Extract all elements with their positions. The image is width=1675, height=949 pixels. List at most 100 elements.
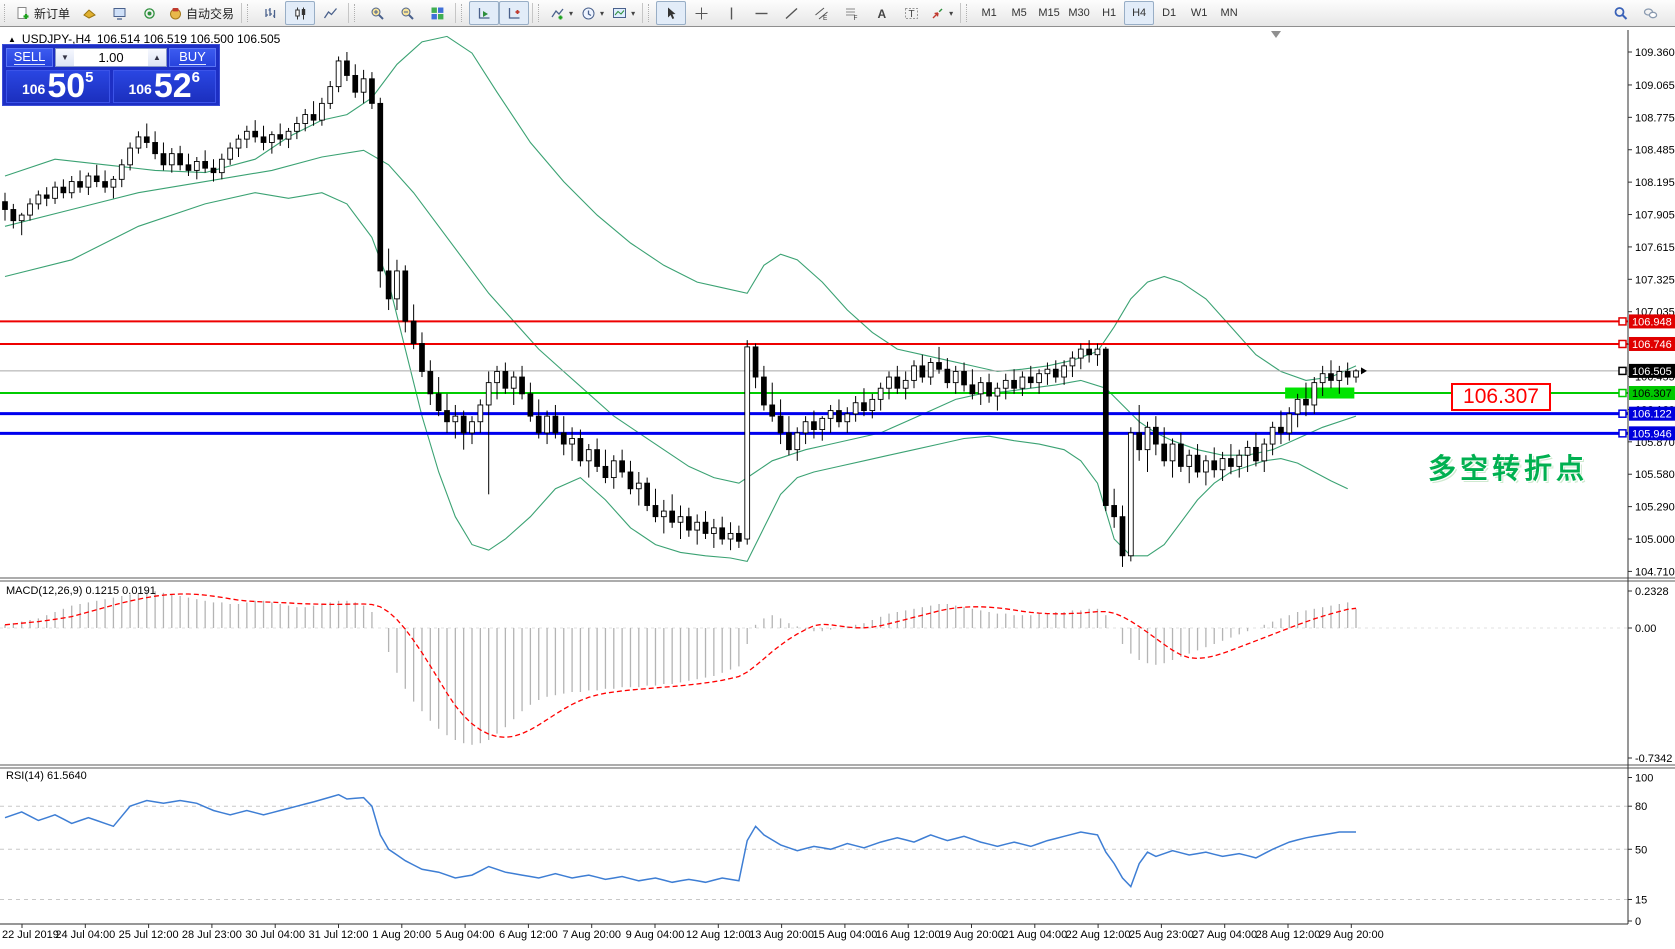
candle-body [627,471,634,490]
tf-mn[interactable]: MN [1214,1,1244,25]
buy-button[interactable]: BUY [169,48,216,67]
candle-body [1294,398,1301,415]
candlestick-chart-icon [293,6,308,21]
time-tick-label: 30 Jul 04:00 [245,929,305,941]
text-button[interactable]: A [866,1,896,25]
candle-body [852,402,859,415]
sell-button[interactable]: SELL [6,48,53,67]
candle-body [602,465,609,479]
templates-button[interactable]: ▾ [608,1,639,25]
toolbar-group-handle [4,4,9,22]
signal-icon [142,6,157,21]
tf-m30-label: M30 [1068,7,1090,19]
candle-body [1311,382,1318,406]
periods-button[interactable]: ▾ [577,1,608,25]
tf-h1[interactable]: H1 [1094,1,1124,25]
candle-body [452,415,459,423]
price-badge-label: 106.505 [1632,366,1672,378]
cursor-button[interactable] [656,1,687,25]
price-tick-label: 104.710 [1635,566,1675,578]
crosshair-button[interactable] [686,1,716,25]
line-chart-button[interactable] [315,1,345,25]
candle-body [1102,348,1109,506]
buy-price[interactable]: 106 52 6 [112,69,216,103]
equidistant-channel-button[interactable]: E [806,1,836,25]
candle-body [135,136,142,149]
tf-w1[interactable]: W1 [1184,1,1214,25]
tf-h4-label: H4 [1132,7,1147,19]
candle-body [1111,505,1118,518]
tf-m5[interactable]: M5 [1004,1,1034,25]
market-watch-icon [112,6,127,21]
bar-chart-button[interactable] [255,1,285,25]
tf-h4[interactable]: H4 [1124,1,1155,25]
chart-shift-button[interactable] [499,1,530,25]
candle-body [1219,458,1226,471]
trendline-button[interactable] [776,1,806,25]
time-tick-label: 29 Aug 20:00 [1319,929,1384,941]
candle-body [385,270,392,300]
candle-body [1127,432,1134,557]
macd-axis-label: 0.2328 [1635,586,1669,598]
candle-body [1178,443,1184,467]
auto-trading-button[interactable]: 自动交易 [164,1,238,25]
zoom-in-button[interactable] [362,1,392,25]
fibonacci-button[interactable]: F [836,1,866,25]
candle-body [694,521,701,531]
sell-price-prefix: 106 [21,81,46,97]
price-tick-label: 109.065 [1635,80,1675,92]
horizontal-line-button[interactable] [746,1,776,25]
tf-m30[interactable]: M30 [1064,1,1094,25]
volume-up-button[interactable]: ▲ [148,49,166,66]
key-level-price-label[interactable]: 106.307 [1451,383,1551,411]
vertical-line-button[interactable] [716,1,746,25]
arrows-button[interactable]: ▾ [926,1,957,25]
svg-text:A: A [877,7,886,21]
candle-body [1286,413,1293,434]
chat-button[interactable] [1635,1,1665,25]
candle-body [936,362,942,370]
signal-button[interactable] [134,1,164,25]
toolbar-separator [455,3,457,23]
candle-body [969,384,976,395]
candle-body [168,153,175,166]
candle-body [994,387,1001,397]
candle-body [369,78,375,104]
candle-body [394,270,400,300]
rsi-axis-label: 100 [1635,773,1653,785]
auto-scroll-button[interactable] [469,1,500,25]
candlestick-chart-button[interactable] [285,1,316,25]
candle-body [1036,373,1042,384]
chart-shift-marker [1271,31,1281,38]
candle-body [1019,376,1026,389]
price-chart[interactable]: 109.360 109.065 108.775 108.485 108.195 107.9… [0,27,1675,949]
toolbar-separator [532,3,534,23]
candle-body [460,415,467,434]
toolbar-separator [241,3,243,23]
candle-body [1061,365,1067,378]
tile-windows-button[interactable] [422,1,452,25]
tf-m1[interactable]: M1 [974,1,1004,25]
gold-chart-button[interactable] [74,1,104,25]
tf-m15[interactable]: M15 [1034,1,1064,25]
candle-body [1344,371,1351,378]
market-watch-button[interactable] [104,1,134,25]
volume-input[interactable]: 1.00 [74,49,148,66]
candle-body [243,130,250,140]
candle-body [894,376,901,389]
new-order-button[interactable]: 新订单 [12,1,74,25]
sell-price[interactable]: 106 50 5 [6,69,110,103]
volume-down-button[interactable]: ▼ [56,49,74,66]
candle-body [652,505,659,518]
tf-d1[interactable]: D1 [1154,1,1184,25]
candle-body [510,376,517,389]
chevron-down-icon: ▾ [631,8,636,18]
search-button[interactable] [1605,1,1635,25]
candle-body [360,78,367,93]
indicators-button[interactable]: ▾ [546,1,577,25]
candle-body [310,114,317,121]
toolbar-separator [642,3,644,23]
text-label-button[interactable]: T [896,1,926,25]
zoom-out-button[interactable] [392,1,422,25]
